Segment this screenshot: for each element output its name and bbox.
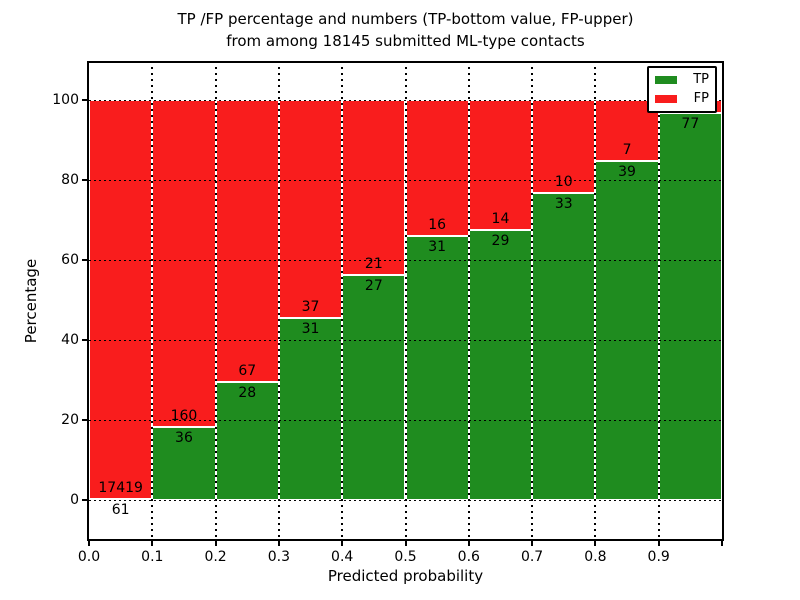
x-tick-mark bbox=[88, 541, 90, 546]
fp-count-label: 10 bbox=[554, 174, 573, 191]
bar-segment-tp bbox=[658, 113, 722, 500]
vertical-gridline bbox=[341, 63, 344, 539]
horizontal-gridline bbox=[89, 340, 722, 341]
chart-title-line1: TP /FP percentage and numbers (TP-bottom… bbox=[177, 10, 634, 28]
x-tick-mark bbox=[721, 541, 723, 546]
vertical-gridline bbox=[214, 63, 217, 539]
chart-title-line2: from among 18145 submitted ML-type conta… bbox=[226, 32, 585, 50]
x-tick-label: 0.8 bbox=[584, 549, 607, 565]
tp-legend-label: TP bbox=[693, 72, 709, 88]
bar-segment-fp bbox=[152, 100, 216, 427]
x-tick-mark bbox=[404, 541, 407, 546]
legend-entry-fp: FP bbox=[655, 91, 709, 107]
vertical-gridline bbox=[531, 63, 534, 539]
tp-count-label: 61 bbox=[111, 501, 130, 518]
y-tick-mark bbox=[82, 179, 87, 181]
tp-count-label: 27 bbox=[364, 278, 383, 294]
tp-count-label: 31 bbox=[301, 320, 320, 337]
legend-entry-tp: TP bbox=[655, 72, 709, 88]
fp-count-label: 160 bbox=[170, 407, 198, 424]
fp-count-label: 17419 bbox=[98, 479, 143, 496]
bar-segment-fp bbox=[278, 100, 343, 318]
y-axis-label: Percentage bbox=[22, 258, 40, 344]
y-tick-mark bbox=[82, 259, 87, 261]
vertical-gridline bbox=[467, 63, 470, 539]
tp-count-label: 77 bbox=[681, 116, 700, 132]
y-tick-mark bbox=[82, 339, 87, 341]
y-tick-label: 40 bbox=[61, 332, 79, 348]
fp-count-label: 21 bbox=[364, 256, 383, 272]
y-tick-mark bbox=[82, 419, 87, 421]
x-tick-label: 0.5 bbox=[394, 549, 417, 565]
y-tick-label: 100 bbox=[52, 92, 79, 108]
vertical-gridline bbox=[277, 63, 280, 539]
x-tick-mark bbox=[277, 541, 280, 546]
horizontal-gridline bbox=[89, 180, 722, 181]
vertical-gridline bbox=[657, 63, 660, 539]
horizontal-gridline bbox=[89, 500, 722, 501]
y-tick-label: 80 bbox=[61, 172, 79, 188]
tp-count-label: 36 bbox=[175, 429, 193, 446]
x-tick-mark bbox=[531, 541, 534, 546]
tp-count-label: 29 bbox=[491, 233, 510, 250]
fp-legend-label: FP bbox=[693, 90, 709, 106]
vertical-gridline bbox=[151, 63, 154, 539]
tp-count-label: 31 bbox=[428, 239, 447, 256]
fp-count-label: 67 bbox=[238, 363, 257, 380]
bar-segment-tp bbox=[595, 160, 659, 500]
horizontal-gridline bbox=[89, 260, 722, 261]
x-tick-label: 0.4 bbox=[331, 549, 354, 565]
horizontal-gridline bbox=[89, 420, 722, 421]
x-tick-label: 0.6 bbox=[457, 549, 480, 565]
fp-count-label: 7 bbox=[622, 141, 632, 158]
bar-segment-tp bbox=[278, 317, 343, 500]
y-tick-mark bbox=[82, 499, 87, 501]
x-axis-label: Predicted probability bbox=[327, 567, 484, 585]
x-tick-label: 0.9 bbox=[647, 549, 670, 565]
y-tick-label: 20 bbox=[61, 412, 79, 428]
x-tick-mark bbox=[657, 541, 660, 546]
tp-count-label: 33 bbox=[554, 196, 573, 213]
bar-segment-tp bbox=[405, 236, 469, 500]
bar-segment-tp bbox=[468, 230, 533, 500]
bar-segment-tp bbox=[532, 193, 596, 500]
tp-count-label: 39 bbox=[618, 163, 636, 180]
legend: TP FP bbox=[647, 66, 717, 113]
chart-title: TP /FP percentage and numbers (TP-bottom… bbox=[89, 8, 722, 52]
fp-count-label: 16 bbox=[428, 217, 447, 234]
x-tick-label: 0.0 bbox=[77, 549, 101, 565]
x-tick-label: 0.7 bbox=[520, 549, 544, 565]
vertical-gridline bbox=[594, 63, 597, 539]
x-tick-label: 0.2 bbox=[204, 549, 227, 565]
bar-segment-fp bbox=[342, 100, 406, 275]
x-tick-label: 0.1 bbox=[141, 549, 164, 565]
fp-count-label: 37 bbox=[301, 298, 320, 315]
x-tick-mark bbox=[467, 541, 470, 546]
bar-segment-tp bbox=[342, 275, 406, 500]
x-tick-mark bbox=[214, 541, 217, 546]
y-tick-label: 0 bbox=[70, 492, 79, 508]
tp-legend-swatch bbox=[655, 76, 677, 85]
bar-segment-fp bbox=[89, 100, 153, 499]
vertical-gridline bbox=[404, 63, 407, 539]
y-tick-mark bbox=[82, 99, 87, 101]
fp-legend-swatch bbox=[655, 94, 677, 103]
x-tick-label: 0.3 bbox=[267, 549, 291, 565]
bar-segment-fp bbox=[405, 100, 469, 237]
x-tick-mark bbox=[594, 541, 597, 546]
y-tick-label: 60 bbox=[61, 252, 79, 268]
horizontal-gridline bbox=[89, 100, 722, 101]
plot-area: 17419 61 160 36 67 28 37 31 21 27 16 31 14 29 10 33 7 39 7… bbox=[52, 63, 723, 565]
fp-count-label: 14 bbox=[491, 211, 510, 228]
x-tick-mark bbox=[341, 541, 344, 546]
x-tick-mark bbox=[151, 541, 154, 546]
tp-count-label: 28 bbox=[238, 385, 257, 402]
